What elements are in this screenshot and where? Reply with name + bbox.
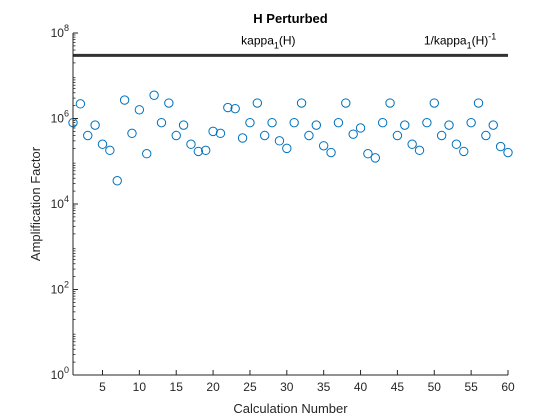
- data-point: [127, 128, 137, 139]
- data-point: [83, 130, 93, 141]
- data-point: [444, 120, 454, 130]
- data-point: [422, 117, 432, 128]
- data-point: [156, 117, 167, 128]
- x-tick-label: 55: [464, 380, 478, 394]
- x-tick-label: 25: [243, 380, 257, 394]
- data-point: [326, 147, 336, 158]
- y-tick-label: 102: [51, 280, 69, 297]
- data-point: [237, 133, 248, 143]
- y-tick-label: 106: [51, 109, 69, 126]
- data-point: [119, 95, 130, 105]
- x-tick-label: 45: [391, 380, 405, 394]
- data-point: [230, 103, 240, 114]
- data-point: [481, 130, 491, 141]
- data-point: [259, 130, 270, 141]
- data-point: [466, 117, 476, 128]
- data-point: [407, 139, 417, 149]
- data-point: [392, 130, 403, 141]
- data-point: [414, 145, 425, 156]
- data-point: [451, 139, 462, 149]
- data-point: [186, 139, 196, 149]
- data-point: [97, 139, 108, 149]
- data-point: [333, 117, 344, 128]
- data-point: [289, 117, 299, 128]
- data-point: [503, 147, 513, 158]
- data-point: [370, 153, 380, 163]
- y-tick-label: 100: [51, 365, 69, 382]
- x-tick-label: 40: [354, 380, 368, 394]
- data-point: [400, 120, 410, 130]
- data-point: [318, 141, 329, 151]
- x-tick-label: 5: [99, 380, 106, 394]
- data-point: [215, 128, 226, 139]
- data-point: [436, 130, 447, 141]
- data-point: [459, 146, 469, 157]
- y-tick-label: 108: [51, 23, 69, 40]
- data-point: [201, 145, 211, 156]
- plot-area: [73, 33, 508, 375]
- data-point: [385, 98, 395, 108]
- data-point: [223, 102, 233, 113]
- data-point: [208, 126, 218, 137]
- data-point: [311, 120, 322, 130]
- y-tick-label: 104: [51, 194, 69, 211]
- data-point: [274, 136, 285, 146]
- data-point: [495, 141, 506, 152]
- data-point: [171, 130, 181, 141]
- x-tick-label: 15: [170, 380, 184, 394]
- data-point: [245, 117, 255, 128]
- data-point: [488, 120, 498, 130]
- x-tick-label: 50: [428, 380, 442, 394]
- y-axis-label: Amplification Factor: [28, 146, 43, 261]
- x-tick-label: 35: [317, 380, 331, 394]
- data-point: [377, 117, 388, 128]
- data-point: [105, 145, 115, 156]
- data-point: [164, 98, 174, 108]
- data-point: [282, 143, 292, 154]
- x-tick-label: 60: [501, 380, 515, 394]
- chart-title: H Perturbed: [253, 11, 327, 26]
- reference-line-label: 1/kappa1(H)-1: [424, 31, 496, 50]
- data-point: [304, 130, 314, 141]
- data-point: [363, 149, 373, 159]
- data-point: [348, 129, 358, 139]
- x-axis-label: Calculation Number: [233, 401, 348, 416]
- data-point: [178, 120, 189, 130]
- annotation-layer: kappa1(H) 1/kappa1(H)-1: [241, 31, 496, 50]
- data-point: [134, 105, 145, 115]
- data-point: [355, 123, 366, 133]
- x-tick-layer: 5 10 15 20 25 30 35 40 45 50 55 60: [99, 370, 515, 394]
- data-point: [473, 98, 484, 108]
- data-point: [142, 149, 152, 159]
- x-tick-label: 10: [133, 380, 147, 394]
- reference-line-label: kappa1(H): [241, 33, 295, 50]
- y-tick-layer: 100 102 104 106 108: [51, 23, 78, 382]
- data-point: [429, 98, 439, 108]
- data-point: [296, 98, 307, 108]
- x-tick-label: 20: [206, 380, 220, 394]
- data-point: [193, 146, 204, 157]
- x-tick-label: 30: [280, 380, 294, 394]
- data-point: [90, 120, 100, 130]
- data-point: [75, 99, 86, 109]
- data-point: [267, 117, 277, 128]
- data-point: [149, 90, 159, 100]
- data-point: [112, 176, 122, 186]
- data-point: [341, 98, 351, 108]
- data-point: [252, 98, 263, 108]
